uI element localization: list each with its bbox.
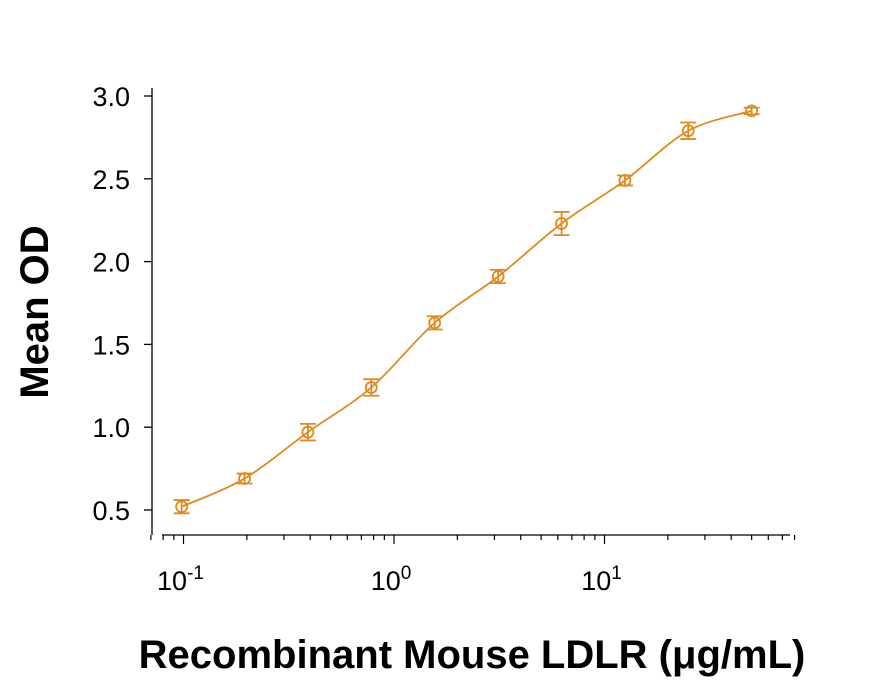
y-tick-label: 2.5 [92,165,130,195]
data-point [555,217,568,230]
data-point [491,270,505,283]
data-point [175,500,189,514]
y-tick-label: 3.0 [92,82,130,112]
y-tick-label: 2.0 [92,248,130,278]
fit-curve [181,110,752,508]
plot-area: 0.5 1.0 1.5 2.0 2.5 3.0 10-1 100 101 [92,82,796,596]
y-tick-label: 0.5 [92,496,130,526]
data-point [681,124,695,138]
y-tick-label: 1.0 [92,413,130,443]
y-axis-title: Mean OD [13,225,57,398]
x-tick-label: 101 [581,563,622,596]
x-tick-label: 100 [371,563,412,596]
data-point [618,174,632,187]
data-point [428,316,442,330]
data-point [364,381,378,394]
data-point [745,104,759,118]
y-tick-label: 1.5 [92,330,130,360]
x-axis-title: Recombinant Mouse LDLR (μg/mL) [139,633,806,677]
data-point [301,425,315,439]
x-tick-label: 10-1 [157,563,204,596]
data-point [238,472,251,485]
